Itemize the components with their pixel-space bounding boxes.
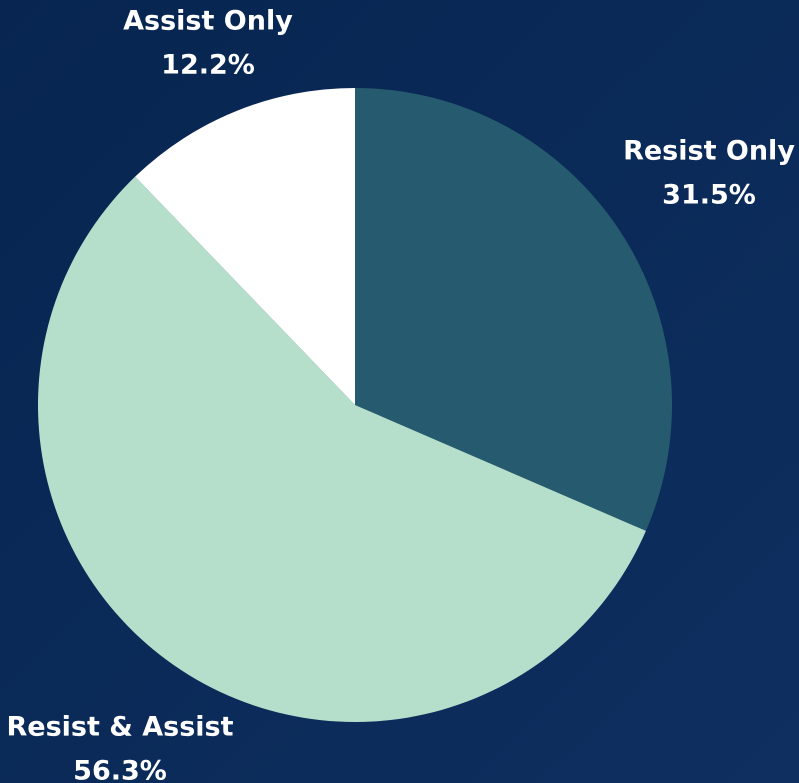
pie-slice xyxy=(135,88,355,405)
value-label: 31.5% xyxy=(662,180,756,211)
pie-slice xyxy=(355,88,673,531)
slice-label: Resist Only xyxy=(623,136,795,167)
value-label: 56.3% xyxy=(73,756,167,783)
value-label: 12.2% xyxy=(161,50,255,81)
pie-slice xyxy=(37,176,646,723)
slice-label: Assist Only xyxy=(123,6,293,37)
slice-label: Resist & Assist xyxy=(6,712,233,743)
